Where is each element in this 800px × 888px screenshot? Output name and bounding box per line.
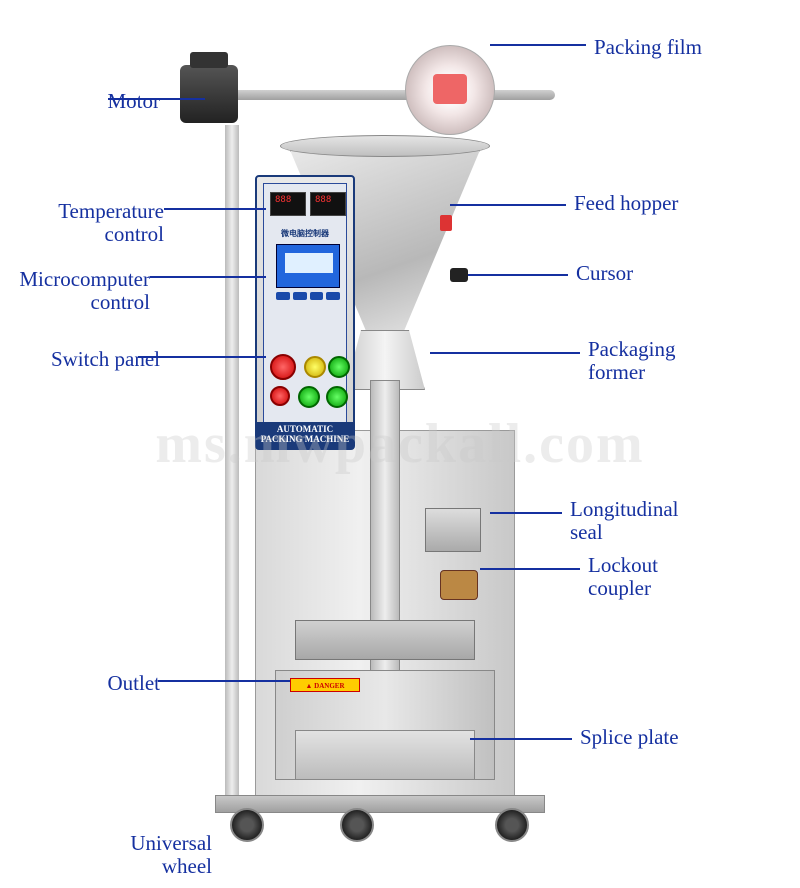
stand-column <box>225 125 239 805</box>
hopper-rim <box>280 135 490 157</box>
green-button <box>328 356 350 378</box>
motor-top <box>190 52 228 68</box>
danger-sticker: ▲ DANGER <box>290 678 360 692</box>
label-temp: Temperaturecontrol <box>14 200 164 246</box>
splice-plate <box>295 730 475 780</box>
wheel-icon <box>340 808 374 842</box>
machine-illustration: ▲ DANGER 微电脑控制器 AUTOMATIC PACKING MACHIN… <box>195 30 565 850</box>
label-wheel: Universalwheel <box>62 832 212 878</box>
label-lock: Lockoutcoupler <box>588 554 738 600</box>
leader-line <box>490 512 562 514</box>
motor-part <box>180 65 238 123</box>
panel-inner: 微电脑控制器 <box>263 183 347 442</box>
label-film: Packing film <box>594 36 702 59</box>
lockout-coupler <box>440 570 478 600</box>
panel-label-line2: PACKING MACHINE <box>261 434 350 444</box>
red-tag <box>440 215 452 231</box>
leader-line <box>480 568 580 570</box>
panel-label-line1: AUTOMATIC <box>277 424 333 434</box>
film-roll-label <box>433 74 467 104</box>
green-button <box>326 386 348 408</box>
panel-bottom-label: AUTOMATIC PACKING MACHINE <box>257 422 353 448</box>
leader-line <box>468 274 568 276</box>
emergency-stop-button <box>270 354 296 380</box>
yellow-button <box>304 356 326 378</box>
control-panel: 微电脑控制器 AUTOMATIC PACKING MACHINE <box>255 175 355 450</box>
label-former: Packagingformer <box>588 338 738 384</box>
lcd-buttons <box>276 292 340 312</box>
wheel-icon <box>495 808 529 842</box>
leader-line <box>150 276 266 278</box>
seal-bar <box>295 620 475 660</box>
leader-line <box>430 352 580 354</box>
leader-line <box>158 680 290 682</box>
film-bar <box>185 90 555 100</box>
red-button <box>270 386 290 406</box>
temperature-display <box>270 192 306 216</box>
panel-chinese-label: 微电脑控制器 <box>264 228 346 239</box>
leader-line <box>450 204 566 206</box>
label-lseal: Longitudinalseal <box>570 498 720 544</box>
temperature-display <box>310 192 346 216</box>
label-switch: Switch panel <box>18 348 160 371</box>
cursor-part <box>450 268 468 282</box>
label-hopper: Feed hopper <box>574 192 678 215</box>
leader-line <box>164 208 266 210</box>
green-button <box>298 386 320 408</box>
leader-line <box>490 44 586 46</box>
leader-line <box>470 738 572 740</box>
label-motor: Motor <box>58 90 160 113</box>
label-cursor: Cursor <box>576 262 633 285</box>
wheel-icon <box>230 808 264 842</box>
microcomputer-lcd <box>276 244 340 288</box>
longitudinal-seal <box>425 508 481 552</box>
label-outlet: Outlet <box>98 672 160 695</box>
base-frame <box>215 795 545 813</box>
label-splice: Splice plate <box>580 726 679 749</box>
label-micro: Microcomputercontrol <box>0 268 150 314</box>
